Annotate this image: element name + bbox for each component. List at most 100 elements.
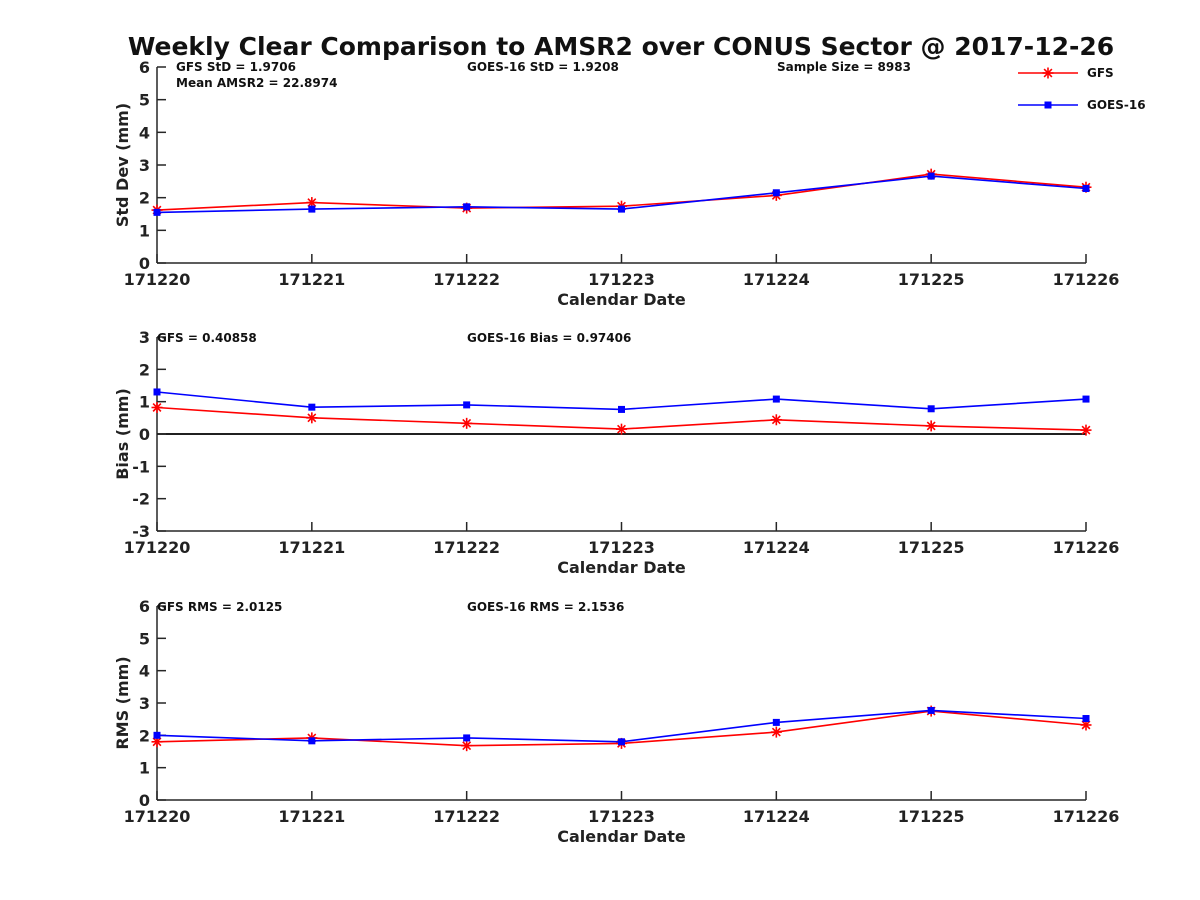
y-axis-label: RMS (mm) bbox=[113, 656, 132, 749]
y-tick-label: 0 bbox=[139, 254, 150, 273]
x-tick-label: 171222 bbox=[433, 538, 500, 557]
x-tick-label: 171226 bbox=[1053, 270, 1120, 289]
chart-panels: 0 1 2 3 4 5 6 171220 171221 171222 171223 171224 171… bbox=[113, 58, 1119, 846]
data-point-goes-16 bbox=[308, 403, 316, 411]
data-point-gfs bbox=[1080, 424, 1092, 436]
y-tick-label: 2 bbox=[139, 360, 150, 379]
data-point-goes-16 bbox=[1082, 395, 1090, 403]
y-tick-label: 1 bbox=[139, 759, 150, 778]
legend-label: GOES-16 bbox=[1087, 98, 1146, 112]
y-tick-label: 5 bbox=[139, 629, 150, 648]
legend-marker bbox=[1042, 67, 1054, 79]
y-tick-label: 1 bbox=[139, 393, 150, 412]
y-tick-label: 1 bbox=[139, 221, 150, 240]
data-point-goes-16 bbox=[618, 205, 625, 213]
x-tick-label: 171225 bbox=[898, 538, 965, 557]
y-tick-label: 3 bbox=[139, 156, 150, 175]
data-point-goes-16 bbox=[1082, 715, 1090, 723]
legend-entry: GFS bbox=[1018, 66, 1114, 80]
data-point-gfs bbox=[461, 740, 473, 752]
x-tick-label: 171221 bbox=[278, 270, 345, 289]
series-goes-16 bbox=[153, 706, 1090, 746]
data-point-goes-16 bbox=[153, 388, 161, 396]
data-point-goes-16 bbox=[927, 405, 935, 413]
y-tick-label: 5 bbox=[139, 91, 150, 110]
data-point-goes-16 bbox=[308, 205, 316, 213]
y-tick-label: 4 bbox=[139, 662, 150, 681]
x-tick-label: 171223 bbox=[588, 538, 655, 557]
y-tick-label: 2 bbox=[139, 726, 150, 745]
legend-label: GFS bbox=[1087, 66, 1114, 80]
data-point-goes-16 bbox=[463, 203, 471, 211]
x-tick-label: 171224 bbox=[743, 807, 810, 826]
y-tick-label: -1 bbox=[132, 457, 150, 476]
stat-annotation: Sample Size = 8983 bbox=[777, 60, 911, 74]
chart-panel-2: -3 -2 -1 0 1 2 3 171220 171221 171222 171223 171224… bbox=[113, 328, 1119, 577]
stat-annotation: GFS StD = 1.9706 bbox=[176, 60, 296, 74]
data-point-goes-16 bbox=[463, 401, 471, 409]
data-point-goes-16 bbox=[927, 172, 935, 180]
x-tick-label: 171226 bbox=[1053, 538, 1120, 557]
legend-marker bbox=[1044, 101, 1052, 109]
stat-annotation: GOES-16 Bias = 0.97406 bbox=[467, 331, 631, 345]
data-point-gfs bbox=[616, 423, 627, 435]
data-point-goes-16 bbox=[153, 208, 161, 216]
y-tick-label: -3 bbox=[132, 522, 150, 541]
series-line-goes-16 bbox=[156, 709, 1087, 743]
data-point-gfs bbox=[925, 420, 937, 432]
figure-title: Weekly Clear Comparison to AMSR2 over CO… bbox=[128, 32, 1114, 61]
data-point-gfs bbox=[306, 412, 318, 424]
x-tick-label: 171221 bbox=[278, 807, 345, 826]
legend-entry: GOES-16 bbox=[1018, 98, 1146, 112]
x-tick-label: 171224 bbox=[743, 538, 810, 557]
chart-panel-3: 0 1 2 3 4 5 6 171220 171221 171222 171223 171224 171… bbox=[113, 597, 1119, 846]
data-point-goes-16 bbox=[308, 737, 316, 745]
stat-annotation: Mean AMSR2 = 22.8974 bbox=[176, 76, 337, 90]
y-tick-label: -2 bbox=[132, 490, 150, 509]
y-tick-label: 3 bbox=[139, 328, 150, 347]
data-point-gfs bbox=[770, 726, 782, 738]
x-tick-label: 171220 bbox=[124, 270, 191, 289]
x-tick-label: 171222 bbox=[433, 270, 500, 289]
data-point-goes-16 bbox=[772, 718, 780, 726]
x-axis-label: Calendar Date bbox=[557, 827, 686, 846]
x-tick-label: 171221 bbox=[278, 538, 345, 557]
x-tick-label: 171220 bbox=[124, 538, 191, 557]
chart-panel-1: 0 1 2 3 4 5 6 171220 171221 171222 171223 171224 171… bbox=[113, 58, 1119, 309]
data-point-gfs bbox=[770, 414, 782, 426]
series-goes-16 bbox=[153, 388, 1090, 413]
y-tick-label: 3 bbox=[139, 694, 150, 713]
data-point-goes-16 bbox=[1082, 185, 1090, 193]
x-tick-label: 171225 bbox=[898, 270, 965, 289]
x-tick-label: 171226 bbox=[1053, 807, 1120, 826]
y-tick-label: 0 bbox=[139, 425, 150, 444]
data-point-goes-16 bbox=[618, 405, 625, 413]
data-point-goes-16 bbox=[153, 731, 161, 739]
y-axis-label: Bias (mm) bbox=[113, 388, 132, 480]
y-tick-label: 6 bbox=[139, 597, 150, 616]
data-point-goes-16 bbox=[927, 706, 935, 714]
x-axis-label: Calendar Date bbox=[557, 290, 686, 309]
series-gfs bbox=[151, 401, 1092, 436]
y-tick-label: 6 bbox=[139, 58, 150, 77]
data-point-goes-16 bbox=[772, 189, 780, 197]
data-point-goes-16 bbox=[463, 734, 471, 742]
x-tick-label: 171223 bbox=[588, 807, 655, 826]
y-tick-label: 0 bbox=[139, 791, 150, 810]
data-point-goes-16 bbox=[772, 395, 780, 403]
stat-annotation: GFS RMS = 2.0125 bbox=[157, 600, 282, 614]
stat-annotation: GOES-16 RMS = 2.1536 bbox=[467, 600, 624, 614]
x-axis-label: Calendar Date bbox=[557, 558, 686, 577]
x-tick-label: 171225 bbox=[898, 807, 965, 826]
data-point-gfs bbox=[151, 401, 163, 413]
x-tick-label: 171220 bbox=[124, 807, 191, 826]
data-point-goes-16 bbox=[618, 738, 625, 746]
y-axis-label: Std Dev (mm) bbox=[113, 103, 132, 227]
stat-annotation: GFS = 0.40858 bbox=[157, 331, 257, 345]
x-tick-label: 171222 bbox=[433, 807, 500, 826]
data-point-gfs bbox=[461, 417, 473, 429]
y-tick-label: 4 bbox=[139, 123, 150, 142]
legend: GFS GOES-16 bbox=[1018, 66, 1146, 112]
x-tick-label: 171223 bbox=[588, 270, 655, 289]
